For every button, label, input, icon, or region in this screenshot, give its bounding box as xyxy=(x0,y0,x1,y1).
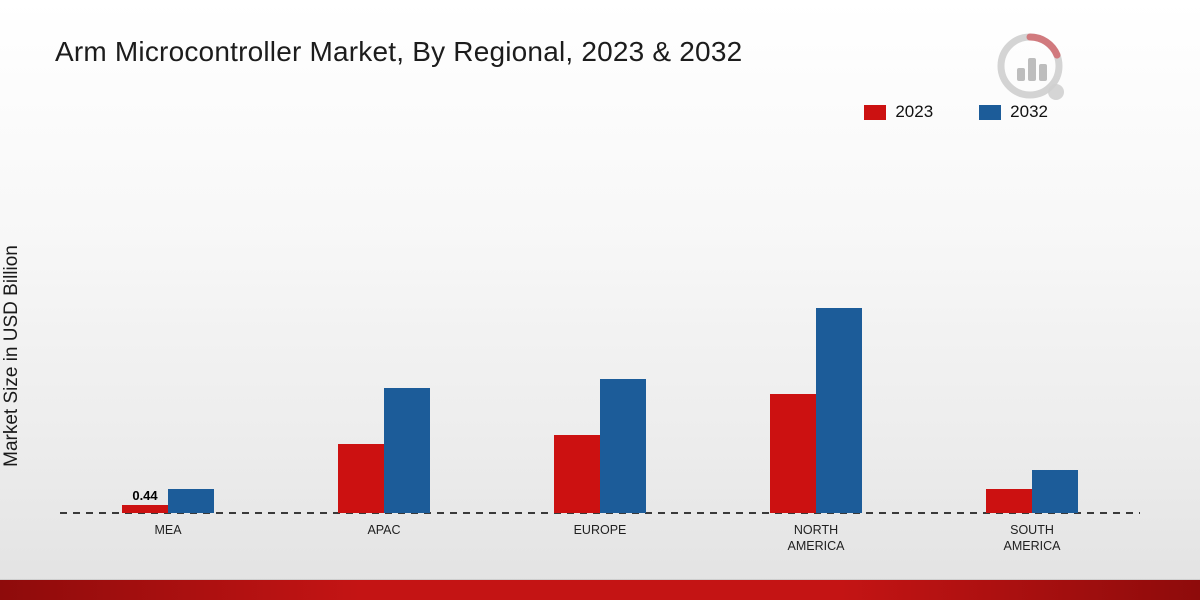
bar-2023-europe xyxy=(554,435,600,513)
bar-value-label: 0.44 xyxy=(132,488,158,503)
legend-item-2023: 2023 xyxy=(864,102,933,122)
bars-row: 0.44 xyxy=(122,488,214,513)
bars-row xyxy=(338,388,430,513)
category-label: EUROPE xyxy=(573,523,627,537)
chart-title: Arm Microcontroller Market, By Regional,… xyxy=(55,36,743,67)
bars-row xyxy=(986,470,1078,513)
bar-group-mea: 0.44 MEA xyxy=(122,140,214,537)
bar-2023-apac xyxy=(338,444,384,513)
bars-row xyxy=(554,379,646,513)
bar-group-apac: APAC xyxy=(338,140,430,537)
market-research-logo-icon xyxy=(997,33,1064,100)
bottom-accent-strip xyxy=(0,579,1200,600)
bar-2032-south-america xyxy=(1032,470,1078,513)
category-label: MEA xyxy=(154,523,182,537)
bar-group-north-america: NORTH AMERICA xyxy=(770,140,862,553)
legend-label-2032: 2032 xyxy=(1010,102,1048,121)
y-axis-label: Market Size in USD Billion xyxy=(1,245,22,467)
category-label: APAC xyxy=(367,523,401,537)
category-label: SOUTH AMERICA xyxy=(1003,523,1061,554)
category-label: NORTH AMERICA xyxy=(787,523,845,554)
bar-2023-north-america xyxy=(770,394,816,513)
bar-2032-north-america xyxy=(816,308,862,513)
x-axis-baseline xyxy=(60,512,1140,514)
bar-2032-europe xyxy=(600,379,646,513)
plot-area: 0.44 MEA APAC EUROPE NORTH AMERICA SOUTH AMER… xyxy=(60,140,1140,553)
bar-2023-mea: 0.44 xyxy=(122,488,168,513)
legend-item-2032: 2032 xyxy=(979,102,1048,122)
bar-group-europe: EUROPE xyxy=(554,140,646,537)
legend-swatch-2023 xyxy=(864,104,887,120)
bar-group-south-america: SOUTH AMERICA xyxy=(986,140,1078,553)
legend-swatch-2032 xyxy=(979,104,1002,120)
legend-label-2023: 2023 xyxy=(895,102,934,121)
legend: 2023 2032 xyxy=(864,102,1048,122)
bar-2023-south-america xyxy=(986,489,1032,513)
bars-row xyxy=(770,308,862,513)
bar-2032-apac xyxy=(384,388,430,513)
bar-2032-mea xyxy=(168,489,214,513)
